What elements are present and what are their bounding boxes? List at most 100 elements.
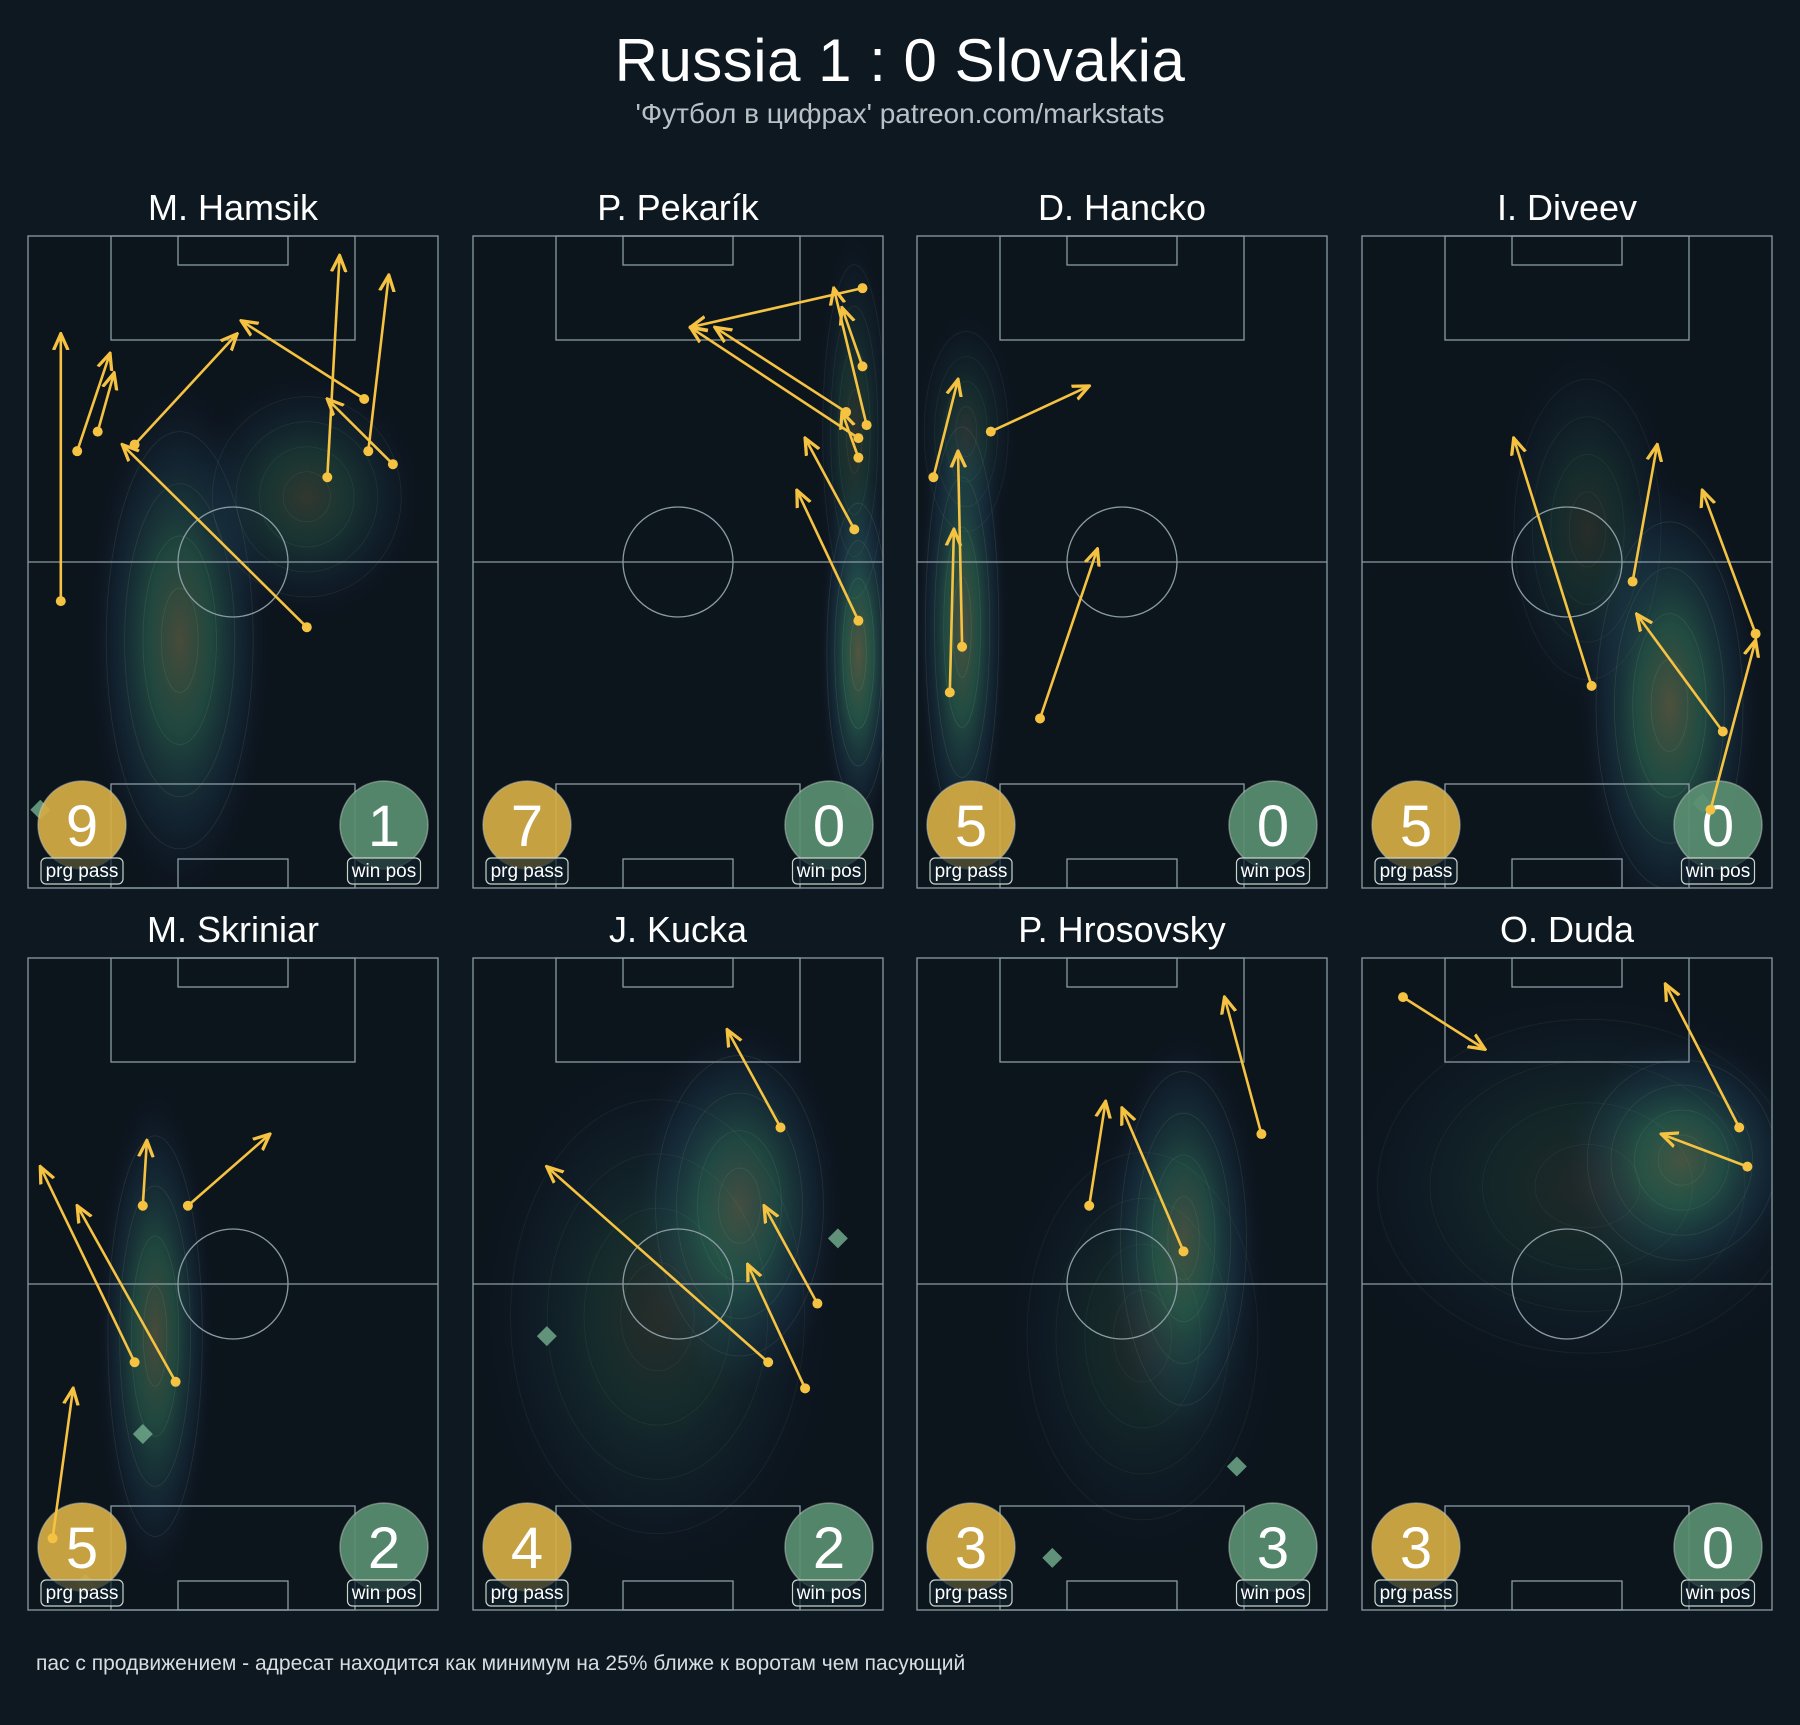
win-pos-label: win pos [796, 861, 861, 882]
prg-pass-label: prg pass [491, 1583, 564, 1604]
heat-contour [1429, 1060, 1746, 1312]
heat-blob [1362, 977, 1772, 1395]
win-pos-marker [536, 1326, 557, 1347]
player-name: I. Diveev [1497, 187, 1637, 228]
six-yard-box-top [1066, 957, 1178, 988]
pass-origin-dot [170, 1376, 181, 1387]
progressive-pass-arrow [77, 1206, 177, 1383]
prg-pass-label-box [929, 1579, 1013, 1607]
pass-origin-dot [985, 426, 996, 437]
prg-pass-value: 9 [66, 794, 98, 859]
pass-origin-dot [1178, 1246, 1189, 1257]
pass-origin-dot [1256, 1129, 1267, 1140]
heat-contour [1568, 491, 1607, 568]
heatmap [87, 371, 425, 888]
progressive-pass-arrow [326, 256, 339, 478]
heat-contour [259, 446, 355, 548]
progressive-pass-arrow [241, 321, 365, 401]
centre-circle [177, 1228, 289, 1340]
player-name: J. Kucka [609, 909, 748, 950]
progressive-pass-arrow [842, 412, 860, 459]
win-pos-marker [827, 1228, 848, 1249]
heat-contour [546, 1153, 769, 1480]
prg-pass-value: 7 [511, 794, 543, 859]
progressive-pass-arrow [1038, 549, 1097, 719]
heat-blob [473, 1045, 842, 1588]
win-pos-label: win pos [1685, 861, 1750, 882]
progressive-pass-arrow [1087, 1101, 1105, 1206]
progressive-pass-arrow [727, 1030, 782, 1129]
win-pos-label: win pos [1240, 1583, 1305, 1604]
pass-origin-dot [1750, 628, 1761, 639]
pass-origin-dot [812, 1298, 823, 1309]
player-name: O. Duda [1500, 909, 1635, 950]
win-pos-label: win pos [351, 1583, 416, 1604]
progressive-pass-arrow [764, 1206, 819, 1305]
win-pos-label: win pos [796, 1583, 861, 1604]
prg-pass-value: 5 [66, 1516, 98, 1581]
heatmap [814, 236, 883, 841]
win-pos-label-box [1235, 1579, 1311, 1607]
progressive-pass-arrow [1122, 1108, 1185, 1252]
player-name: M. Hamsik [148, 187, 319, 228]
win-pos-value: 0 [1257, 794, 1289, 859]
player-name: D. Hancko [1038, 187, 1206, 228]
progressive-pass-arrow [1402, 996, 1485, 1049]
heat-blob [96, 1085, 215, 1587]
progressive-pass-arrow [950, 529, 954, 693]
prg-pass-label: prg pass [1380, 861, 1453, 882]
pass-origin-dot [1084, 1200, 1095, 1211]
heat-contour [620, 1261, 695, 1372]
heat-contour [131, 1235, 180, 1437]
pass-origin-dot [1035, 713, 1045, 724]
win-pos-value: 2 [813, 1516, 845, 1581]
pass-origin-dot [182, 1200, 193, 1211]
progressive-pass-arrow [958, 451, 962, 647]
progressive-pass-arrow [932, 379, 958, 478]
win-pos-label-box [791, 1579, 867, 1607]
heat-contour [583, 1207, 732, 1426]
win-pos-value: 2 [368, 1516, 400, 1581]
pass-origin-dot [957, 641, 968, 652]
prg-pass-label: prg pass [1380, 1583, 1453, 1604]
prg-pass-label: prg pass [46, 861, 119, 882]
six-yard-box-bottom [1066, 858, 1178, 889]
heat-contour [142, 1285, 168, 1387]
footnote: пас с продвижением - адресат находится к… [36, 1652, 966, 1675]
progressive-pass-arrow [122, 445, 308, 629]
heat-blob [188, 371, 425, 622]
pass-origin-dot [92, 426, 103, 437]
heat-contour [119, 1185, 191, 1487]
heat-blob [998, 1106, 1287, 1566]
prg-pass-label-box [1374, 1579, 1458, 1607]
win-pos-marker [132, 1423, 153, 1444]
heat-contour [160, 587, 199, 693]
six-yard-box-top [1511, 235, 1623, 266]
progressive-pass-arrow [51, 1388, 74, 1539]
centre-circle [622, 1228, 734, 1340]
pass-origin-dot [1586, 680, 1597, 691]
heatmap [96, 1085, 215, 1587]
pass-origin-dot [55, 596, 66, 607]
six-yard-box-top [177, 957, 289, 988]
chart-title: Russia 1 : 0 Slovakia [614, 27, 1186, 94]
centre-circle [622, 506, 734, 618]
six-yard-box-bottom [622, 1580, 734, 1611]
heat-blob [814, 236, 883, 641]
heat-contour [107, 1135, 203, 1537]
progressive-pass-arrow [40, 1167, 136, 1363]
pass-origin-dot [47, 1533, 58, 1544]
prg-pass-label-box [40, 1579, 124, 1607]
progressive-pass-arrow [1631, 445, 1658, 582]
heat-contour [934, 356, 999, 508]
pass-origin-dot [137, 1200, 148, 1211]
